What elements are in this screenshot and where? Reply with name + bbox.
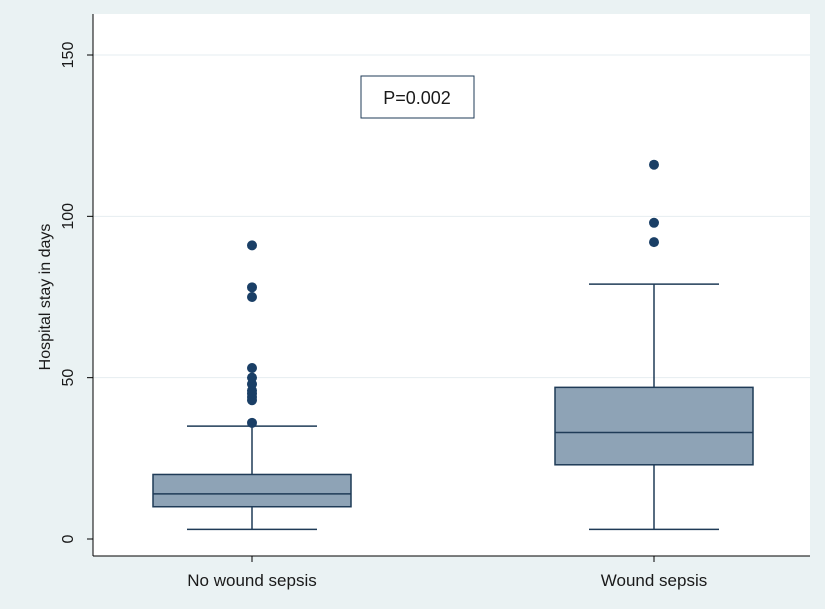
outlier-point (649, 217, 659, 228)
x-tick-label: No wound sepsis (187, 571, 316, 590)
outlier-point (247, 372, 257, 383)
y-axis-ticks: 0 50 100 150 (60, 42, 93, 543)
iqr-box (554, 386, 754, 466)
iqr-box (152, 473, 352, 508)
outlier-point (247, 292, 257, 302)
gridlines (93, 54, 810, 379)
y-tick-label: 0 (60, 534, 77, 543)
y-tick-label: 100 (60, 203, 77, 230)
outlier-point (649, 237, 659, 248)
outlier-point (247, 417, 257, 428)
box-series (152, 159, 754, 531)
outlier-point (247, 362, 257, 373)
box-group (554, 159, 754, 531)
outlier-point (649, 159, 659, 170)
outlier-point (247, 282, 257, 293)
x-tick-label: Wound sepsis (601, 571, 707, 590)
box-group (152, 240, 352, 531)
p-value-text: P=0.002 (383, 88, 451, 108)
y-axis-label: Hospital stay in days (37, 224, 54, 371)
x-axis-ticks: No wound sepsis Wound sepsis (187, 556, 707, 590)
p-value-box (360, 75, 475, 119)
outlier-point (247, 240, 257, 251)
p-value-annotation: P=0.002 (360, 75, 475, 119)
y-tick-label: 150 (60, 42, 77, 69)
y-tick-label: 50 (60, 369, 77, 387)
